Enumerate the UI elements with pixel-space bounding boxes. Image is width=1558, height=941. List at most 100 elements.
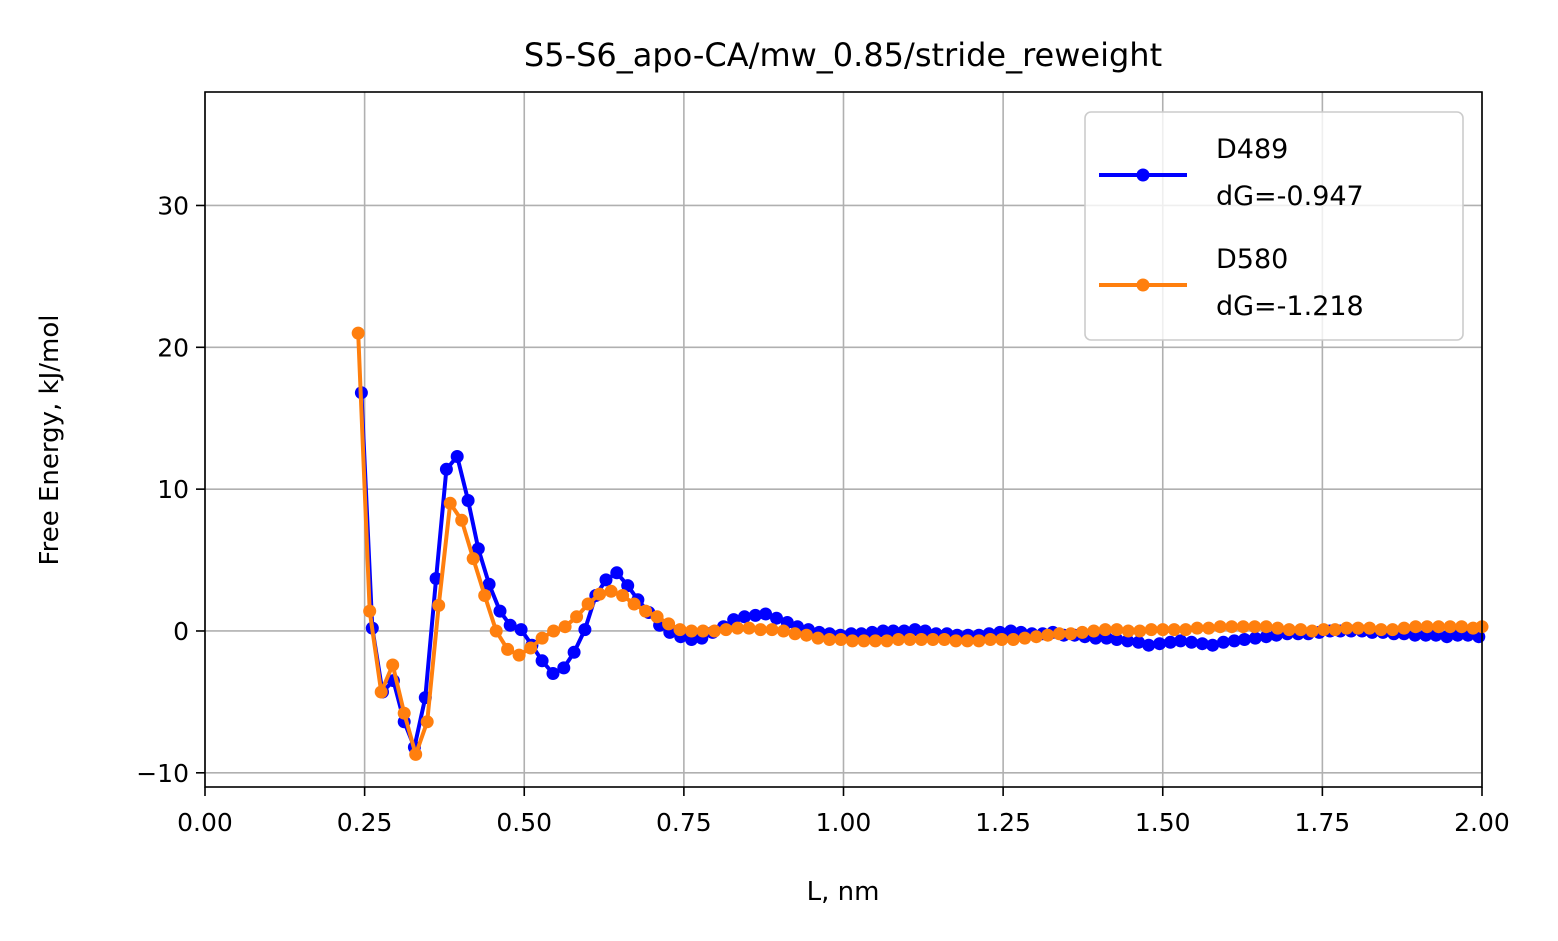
data-point-D489 <box>514 623 528 637</box>
data-point-D580 <box>1075 625 1089 639</box>
data-point-D580 <box>363 604 377 618</box>
data-point-D580 <box>960 634 974 648</box>
data-point-D580 <box>547 624 561 638</box>
data-point-D489 <box>1110 633 1124 646</box>
data-point-D580 <box>662 617 676 631</box>
data-point-D580 <box>639 604 653 618</box>
data-point-D580 <box>1443 620 1457 634</box>
data-point-D580 <box>777 624 790 638</box>
x-tick-label: 1.25 <box>975 808 1031 837</box>
data-point-D580 <box>926 633 940 646</box>
data-point-D580 <box>823 633 836 646</box>
y-tick-label: −10 <box>136 759 189 788</box>
data-point-D489 <box>1142 638 1156 652</box>
data-point-D580 <box>673 623 687 637</box>
data-point-D580 <box>696 624 710 638</box>
data-point-D489 <box>610 566 624 580</box>
x-axis-label: L, nm <box>807 877 880 907</box>
data-point-D489 <box>748 608 762 622</box>
x-tick-label: 0.50 <box>496 808 552 837</box>
data-point-D580 <box>1202 621 1216 635</box>
data-point-D580 <box>1213 620 1227 634</box>
data-point-D580 <box>880 634 894 648</box>
data-point-D580 <box>983 633 997 646</box>
x-tick-label: 0.00 <box>177 808 233 837</box>
data-point-D489 <box>1132 635 1145 649</box>
data-point-D580 <box>1041 628 1055 642</box>
data-point-D489 <box>1195 637 1209 651</box>
data-point-D580 <box>420 715 434 729</box>
data-point-D489 <box>1185 635 1198 649</box>
data-point-D580 <box>1248 620 1262 634</box>
data-point-D489 <box>471 542 485 556</box>
data-point-D580 <box>719 623 733 637</box>
data-point-D489 <box>429 572 443 585</box>
data-point-D580 <box>1317 623 1331 637</box>
data-point-D489 <box>1216 635 1230 649</box>
data-point-D580 <box>1018 631 1032 645</box>
legend-label-D489: D489 <box>1216 134 1288 165</box>
y-tick-label: 10 <box>157 475 189 504</box>
data-point-D580 <box>800 628 813 642</box>
data-point-D580 <box>455 513 469 527</box>
data-point-D580 <box>397 706 411 720</box>
x-tick-label: 1.00 <box>816 808 872 837</box>
x-tick-label: 0.25 <box>337 808 393 837</box>
legend-label-D489: dG=-0.947 <box>1216 181 1364 212</box>
data-point-D580 <box>1259 620 1273 634</box>
data-point-D580 <box>524 641 538 655</box>
data-point-D580 <box>845 634 859 648</box>
data-point-D580 <box>1190 621 1204 635</box>
legend-marker-D580 <box>1136 278 1150 292</box>
data-point-D580 <box>1052 627 1066 641</box>
data-point-D489 <box>503 618 517 632</box>
data-point-D580 <box>834 633 848 646</box>
data-point-D580 <box>914 633 928 646</box>
x-tick-label: 0.75 <box>656 808 712 837</box>
data-point-D580 <box>1156 623 1170 637</box>
data-point-D580 <box>1409 620 1423 634</box>
data-point-D580 <box>374 685 388 699</box>
data-point-D489 <box>908 623 922 637</box>
y-tick-label: 30 <box>157 191 189 220</box>
y-tick-label: 20 <box>157 333 189 362</box>
data-point-D580 <box>708 624 721 638</box>
data-point-D580 <box>1236 620 1250 634</box>
data-point-D489 <box>493 604 507 618</box>
data-point-D580 <box>1167 623 1181 637</box>
x-tick-label: 1.75 <box>1295 808 1351 837</box>
data-point-D580 <box>512 648 526 662</box>
data-point-D580 <box>535 631 549 645</box>
legend-marker-D489 <box>1136 168 1150 182</box>
data-point-D580 <box>478 589 492 602</box>
data-point-D580 <box>627 597 641 611</box>
data-point-D580 <box>489 624 503 638</box>
data-point-D580 <box>1133 624 1147 638</box>
data-point-D489 <box>535 654 549 668</box>
data-point-D580 <box>731 621 744 635</box>
data-point-D489 <box>557 661 571 675</box>
data-point-D580 <box>1386 623 1400 637</box>
data-point-D580 <box>1432 620 1446 634</box>
data-point-D580 <box>1294 623 1308 637</box>
data-point-D580 <box>1271 621 1285 635</box>
chart-title: S5-S6_apo-CA/mw_0.85/stride_reweight <box>524 36 1162 74</box>
data-point-D489 <box>1174 634 1188 648</box>
data-point-D580 <box>685 624 698 638</box>
data-point-D580 <box>857 634 871 648</box>
data-point-D580 <box>811 631 825 645</box>
data-point-D580 <box>443 496 457 510</box>
data-point-D489 <box>567 645 581 659</box>
data-point-D580 <box>616 589 630 602</box>
data-point-D489 <box>439 462 453 476</box>
x-tick-label: 2.00 <box>1454 808 1510 837</box>
legend-label-D580: dG=-1.218 <box>1216 291 1364 322</box>
y-tick-label: 0 <box>173 617 189 646</box>
data-point-D580 <box>742 621 756 635</box>
data-point-D580 <box>1455 620 1469 634</box>
legend-label-D580: D580 <box>1216 244 1288 275</box>
data-point-D580 <box>972 634 986 648</box>
data-point-D580 <box>1374 623 1388 637</box>
data-point-D489 <box>738 610 751 624</box>
data-point-D580 <box>593 587 607 601</box>
